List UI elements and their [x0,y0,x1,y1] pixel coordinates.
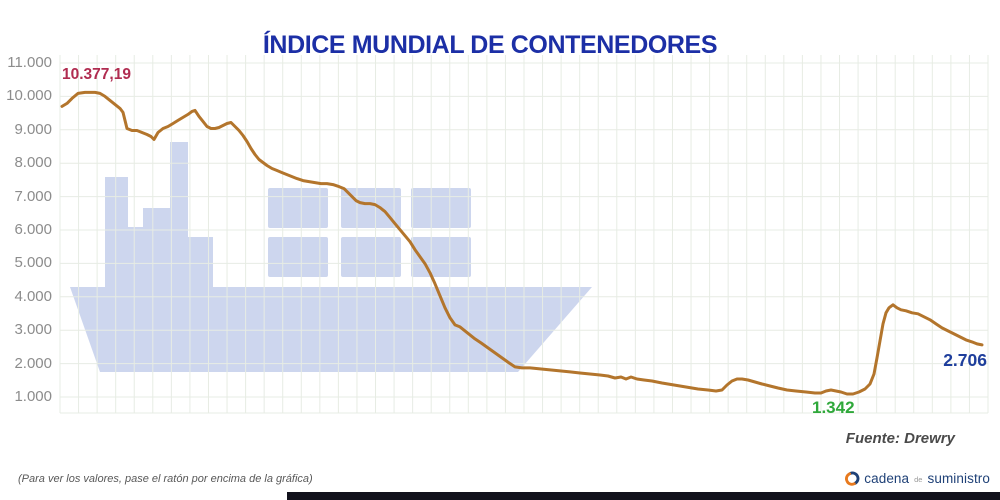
bottom-bar [287,492,1000,500]
logo-text-cadena: cadena [864,470,910,486]
cadena-de-suministro-logo[interactable]: cadena de suministro [845,469,990,487]
latest-value-label: 2.706 [943,350,987,370]
source-note: Fuente: Drewry [845,430,955,447]
grid-lines [59,55,989,414]
y-axis-label: 11.000 [7,54,52,71]
y-axis-label: 6.000 [14,221,52,238]
y-axis-label: 9.000 [14,120,52,138]
y-axis-label: 1.000 [14,388,52,405]
peak-value-label: 10.377,19 [62,66,131,83]
y-axis-label: 4.000 [14,287,52,305]
logo-text-de: de [914,475,923,484]
logo-text-suministro: suministro [927,470,990,486]
page-title: ÍNDICE MUNDIAL DE CONTENEDORES [262,30,718,59]
index-line-series[interactable] [60,90,984,396]
hover-hint-footnote: (Para ver los valores, pase el ratón por… [18,473,313,485]
y-axis-label: 5.000 [14,254,52,272]
container-ship-watermark-icon [70,142,592,372]
logo-swirl-icon [845,471,860,486]
y-axis-label: 2.000 [14,354,52,372]
y-axis-label: 8.000 [14,154,52,172]
low-value-label: 1.342 [812,398,855,417]
y-axis-label: 3.000 [14,321,52,339]
y-axis-label: 7.000 [14,187,52,205]
y-axis-label: 10.000 [6,87,52,105]
